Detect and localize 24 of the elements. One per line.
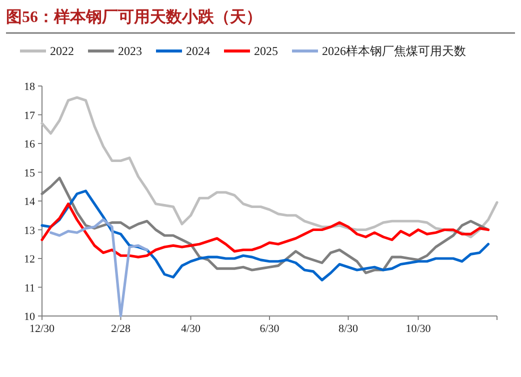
y-tick-label: 15: [24, 167, 36, 180]
legend-label: 2023: [118, 44, 142, 58]
x-tick-label: 12/30: [29, 323, 56, 335]
legend-label: 2022: [50, 44, 74, 58]
y-tick-label: 11: [24, 282, 35, 294]
x-tick-label: 8/30: [338, 323, 359, 335]
y-tick-label: 14: [24, 196, 36, 208]
x-tick-label: 6/30: [260, 323, 280, 335]
y-tick-label: 10: [24, 311, 36, 323]
chart-title: 图56：样本钢厂可用天数小跌（天）: [6, 8, 262, 26]
line-series: [40, 96, 498, 238]
x-tick-label: 2/28: [110, 323, 132, 335]
y-tick-label: 12: [24, 254, 35, 266]
x-tick-label: 4/30: [180, 323, 202, 335]
legend-label: 2024: [186, 44, 210, 58]
y-tick-label: 16: [24, 138, 36, 150]
x-tick-label: 10/30: [406, 323, 432, 335]
line-series: [40, 202, 490, 258]
legend-label: 2026样本钢厂焦煤可用天数: [322, 44, 466, 58]
legend-label: 2025: [254, 44, 278, 58]
y-tick-label: 18: [24, 81, 36, 93]
line-series: [49, 218, 148, 318]
y-tick-label: 17: [24, 110, 36, 122]
y-tick-label: 13: [24, 224, 36, 237]
